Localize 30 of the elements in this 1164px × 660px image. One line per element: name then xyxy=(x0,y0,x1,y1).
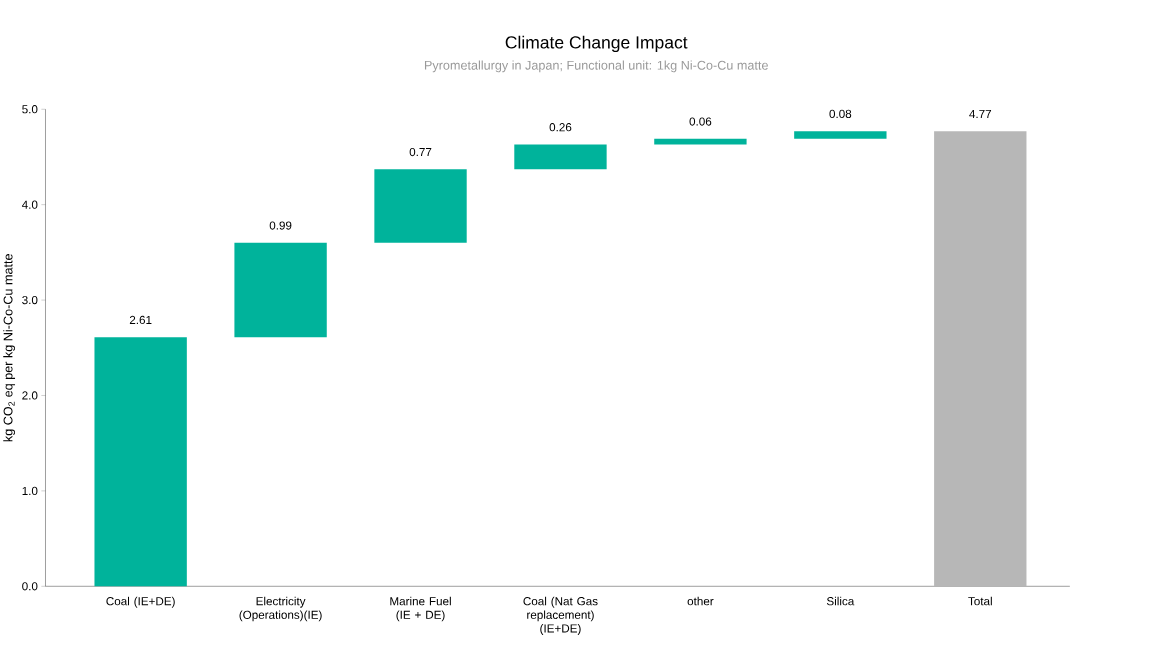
y-tick-label: 2.0 xyxy=(22,391,38,400)
y-tick-label: 0.0 xyxy=(22,581,38,591)
data-label: 2.61 xyxy=(129,315,152,324)
chart-subtitle: Pyrometallurgy in Japan; Functional unit: 1kg Ni-Co-Cu matte xyxy=(424,60,768,72)
data-label: 4.77 xyxy=(969,109,992,118)
y-tick-label: 3.0 xyxy=(22,295,38,304)
bar xyxy=(794,130,887,139)
x-tick-label: Total xyxy=(968,596,992,606)
data-label: 0.26 xyxy=(549,122,572,132)
bar xyxy=(94,337,187,587)
x-tick-label: Silica xyxy=(826,596,855,606)
bar xyxy=(374,169,467,243)
y-tick-label: 5.0 xyxy=(22,104,38,114)
x-tick-label: Electricity (Operations)(IE) xyxy=(239,596,322,622)
data-label: 0.06 xyxy=(689,117,712,126)
x-tick-label: other xyxy=(687,596,714,606)
bar xyxy=(514,144,607,170)
y-axis-title: kg CO$_{2}$ eq per kg Ni-Co-Cu matte xyxy=(3,253,16,442)
bar xyxy=(654,138,747,145)
y-tick-label: 4.0 xyxy=(21,200,38,209)
x-tick-label: Coal (Nat Gas replacement) (IE+DE) xyxy=(523,596,598,635)
x-tick-label: Coal (IE+DE) xyxy=(106,596,175,608)
x-tick-label: Marine Fuel (IE + DE) xyxy=(390,596,451,622)
chart-title: Climate Change Impact xyxy=(505,35,688,52)
bar xyxy=(234,242,327,338)
bar xyxy=(934,130,1027,587)
data-label: 0.77 xyxy=(409,147,432,156)
data-label: 0.08 xyxy=(829,109,852,118)
data-label: 0.99 xyxy=(269,221,292,230)
y-tick-label: 1.0 xyxy=(22,486,38,495)
